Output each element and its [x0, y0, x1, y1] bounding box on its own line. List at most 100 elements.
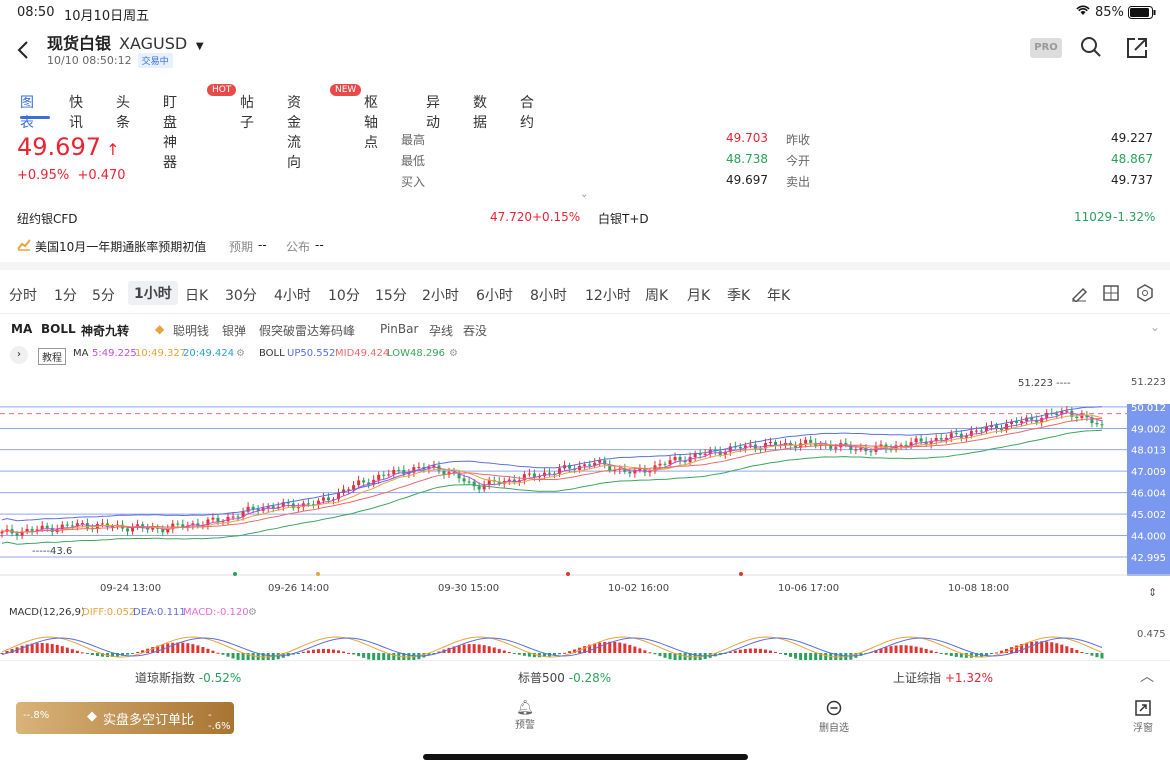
macd-bar — [111, 653, 114, 657]
period-tab[interactable]: 15分 — [375, 288, 407, 304]
tab-movement[interactable]: 异动 — [426, 95, 440, 131]
macd-bar — [924, 648, 928, 653]
share-icon[interactable] — [1126, 37, 1148, 63]
period-tab[interactable]: 季K — [727, 288, 751, 304]
candle-body — [146, 527, 150, 530]
tab-pivot[interactable]: 枢轴点 — [364, 95, 378, 151]
macd-bar — [949, 653, 953, 656]
macd-settings-icon[interactable]: ⚙ — [248, 607, 257, 618]
period-tab[interactable]: 5分 — [92, 288, 115, 304]
macd-bar — [377, 653, 381, 660]
candle-body — [633, 469, 637, 474]
search-icon[interactable] — [1080, 36, 1102, 62]
macd-bar — [934, 651, 938, 653]
related-name-2[interactable]: 白银T+D — [598, 212, 649, 226]
candle-body — [306, 503, 310, 505]
tab-data[interactable]: 数据 — [473, 95, 487, 131]
macd-bar — [944, 653, 948, 655]
remove-watchlist-button[interactable]: 删自选 — [804, 700, 864, 734]
macd-bar — [221, 653, 225, 655]
ma-settings-icon[interactable]: ⚙ — [236, 348, 245, 359]
indicator-item[interactable]: PinBar — [380, 322, 419, 336]
macd-bar — [914, 646, 918, 653]
tab-contract[interactable]: 合约 — [520, 95, 534, 131]
boll-up-line — [1, 406, 1103, 522]
period-tab[interactable]: 1小时 — [128, 281, 178, 305]
indicator-item[interactable]: BOLL — [41, 322, 76, 336]
candle-body — [256, 508, 260, 511]
ls-right: --.6% — [208, 710, 231, 732]
macd-bar — [337, 650, 341, 653]
period-tab[interactable]: 30分 — [225, 288, 257, 304]
period-tab[interactable]: 4小时 — [274, 288, 311, 304]
candle-body — [357, 480, 361, 486]
candle-body — [266, 506, 270, 508]
settings-icon[interactable] — [1136, 284, 1154, 306]
index-name-2[interactable]: 标普500 -0.28% — [518, 669, 611, 686]
index-name-1[interactable]: 道琼斯指数 -0.52% — [135, 669, 241, 686]
tab-flash[interactable]: 快讯 — [69, 95, 83, 131]
index-name-3[interactable]: 上证综指 +1.32% — [893, 669, 993, 686]
indicator-item[interactable]: MA — [11, 322, 33, 336]
indicator-item[interactable]: 聪明钱 — [173, 324, 210, 338]
axis-scale-icon[interactable]: ⇕ — [1148, 586, 1157, 599]
y-axis-label: 47.009 — [1131, 467, 1166, 478]
tab-chart[interactable]: 图表 — [20, 95, 34, 131]
macd-bar — [5, 650, 9, 653]
candle-body — [668, 460, 672, 465]
tab-posts[interactable]: 帖子 — [240, 95, 254, 131]
macd-bar — [608, 641, 612, 653]
indicator-item[interactable]: 假突破雷达 — [259, 324, 320, 338]
status-date: 10月10日周五 — [64, 9, 150, 24]
period-tab[interactable]: 6小时 — [476, 288, 513, 304]
tab-fund-flow[interactable]: 资金流向 — [287, 95, 301, 171]
macd-bar — [738, 649, 742, 653]
macd-bar — [733, 650, 737, 653]
indicator-item[interactable]: 银弹 — [222, 324, 247, 338]
period-tab[interactable]: 年K — [767, 288, 791, 304]
event-text[interactable]: 美国10月一年期通胀率预期初值 — [35, 240, 207, 254]
period-tab[interactable]: 月K — [687, 288, 711, 304]
alert-button[interactable]: 🔔︎ 预警 — [495, 700, 555, 731]
related-change-2: -1.32% — [1113, 210, 1156, 224]
period-tab[interactable]: 日K — [185, 288, 209, 304]
macd-bar — [879, 648, 883, 653]
candle-body — [969, 430, 973, 436]
period-tab[interactable]: 12小时 — [585, 288, 631, 304]
macd-bar — [462, 644, 466, 653]
long-short-ratio-button[interactable]: --.8% ◆ 实盘多空订单比 --.6% — [16, 702, 234, 734]
float-window-button[interactable]: 浮窗 — [1113, 700, 1170, 734]
related-name-1[interactable]: 纽约银CFD — [17, 212, 78, 226]
macd-bar — [70, 649, 74, 653]
boll-settings-icon[interactable]: ⚙ — [449, 348, 458, 359]
macd-bar — [1065, 646, 1069, 653]
period-tab[interactable]: 10分 — [328, 288, 360, 304]
tab-watch[interactable]: 盯盘神器 — [163, 95, 177, 171]
period-tab[interactable]: 1分 — [54, 288, 77, 304]
period-tab[interactable]: 8小时 — [530, 288, 567, 304]
chevron-down-icon[interactable]: ⌄ — [1150, 320, 1161, 334]
page-title[interactable]: 现货白银 XAGUSD ▼ — [47, 30, 204, 54]
period-tab[interactable]: 分时 — [9, 288, 37, 304]
grid-layout-icon[interactable] — [1103, 285, 1119, 305]
indicator-item[interactable]: 神奇九转 — [81, 324, 130, 338]
macd-bar — [1085, 653, 1089, 654]
indicator-item[interactable]: 孕线 — [429, 324, 454, 338]
expand-chevron-icon[interactable]: ⌄ — [580, 189, 589, 200]
candle-body — [909, 442, 913, 447]
chevron-up-icon[interactable]: ︿ — [1140, 669, 1154, 685]
indicator-item[interactable]: 筹码峰 — [319, 324, 356, 338]
back-icon[interactable] — [16, 40, 30, 66]
macd-bar — [1090, 653, 1094, 656]
draw-tool-icon[interactable] — [1070, 284, 1088, 306]
candlestick-chart[interactable]: 51.223 50.012 49.002 48.013 47.009 46.004 45.0… — [0, 342, 1170, 600]
expand-arrow-icon[interactable]: › — [10, 346, 28, 364]
indicator-item[interactable]: 吞没 — [463, 324, 488, 338]
pro-button[interactable]: PRO — [1030, 38, 1062, 58]
tab-headline[interactable]: 头条 — [116, 95, 130, 131]
period-tab[interactable]: 周K — [645, 288, 669, 304]
float-window-label: 浮窗 — [1133, 723, 1153, 734]
candle-body — [166, 529, 170, 533]
tutorial-button[interactable]: 教程 — [38, 348, 66, 365]
period-tab[interactable]: 2小时 — [422, 288, 459, 304]
